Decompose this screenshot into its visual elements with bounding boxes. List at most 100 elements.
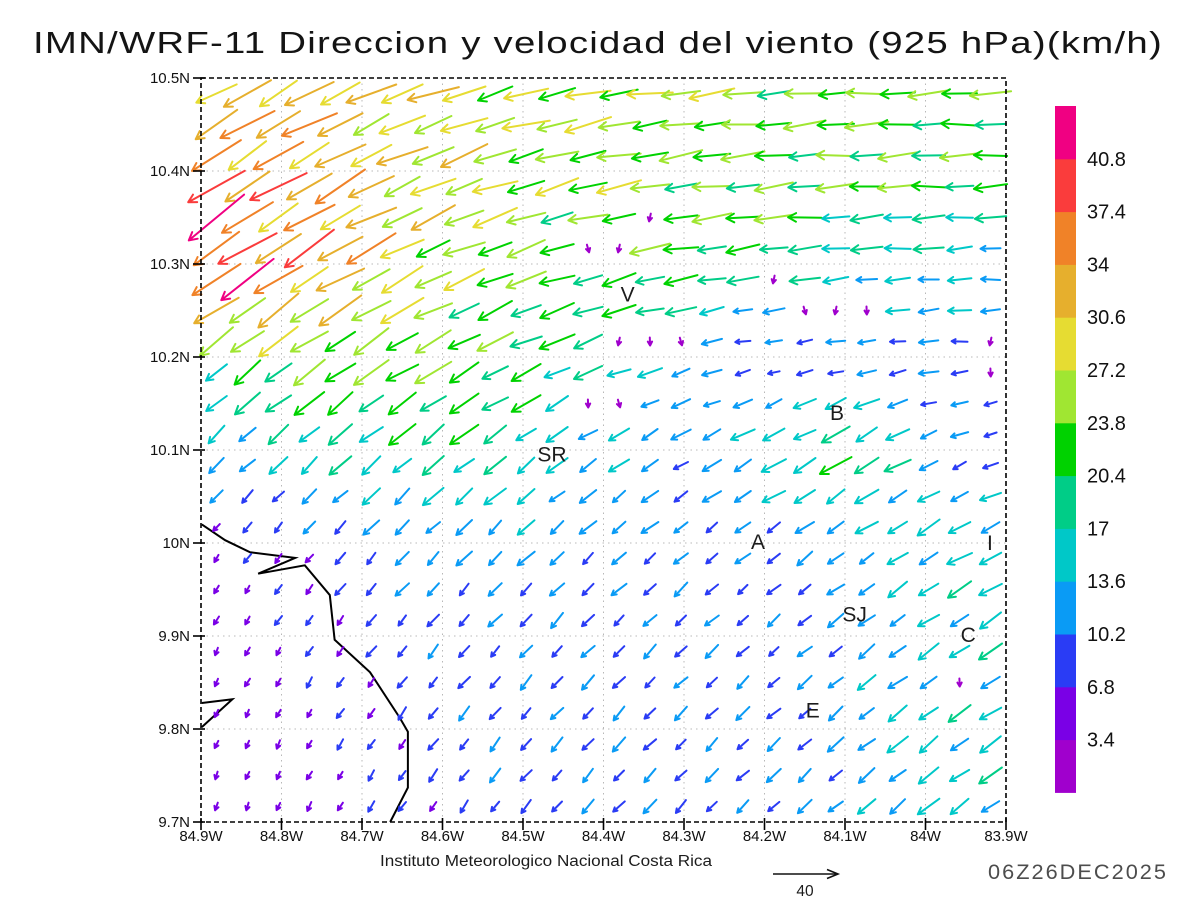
wind-arrow — [385, 363, 420, 382]
wind-arrow — [764, 338, 783, 346]
wind-arrow — [244, 708, 251, 719]
wind-arrow — [545, 395, 569, 412]
wind-arrow — [414, 270, 452, 289]
wind-arrow — [734, 338, 752, 345]
wind-arrow — [704, 614, 720, 627]
wind-arrow — [798, 583, 812, 596]
wind-arrow — [194, 108, 239, 141]
wind-arrow — [702, 400, 721, 408]
wind-arrow — [766, 552, 781, 565]
wind-arrow — [376, 146, 429, 167]
wind-arrow — [797, 738, 813, 751]
wind-arrow — [946, 275, 973, 285]
wind-arrow — [980, 307, 1001, 315]
wind-arrow — [213, 801, 220, 812]
wind-arrow — [796, 798, 813, 815]
wind-arrow — [539, 302, 575, 320]
wind-arrow — [611, 551, 627, 566]
wind-arrow — [319, 204, 361, 231]
wind-arrow — [388, 423, 417, 446]
wind-arrow — [701, 368, 723, 378]
wind-arrow — [448, 392, 480, 415]
wind-arrow — [692, 151, 732, 162]
wind-arrow — [630, 151, 669, 163]
colorbar-segment — [1055, 106, 1076, 160]
wind-arrow — [515, 427, 537, 442]
wind-arrow — [345, 83, 398, 105]
wind-arrow — [410, 204, 456, 231]
wind-arrow — [455, 487, 474, 506]
wind-arrow — [509, 335, 543, 350]
wind-arrow — [581, 674, 595, 691]
wind-arrow — [275, 677, 282, 688]
wind-arrow — [826, 520, 845, 535]
wind-arrow — [365, 614, 377, 627]
colorbar-segment — [1055, 475, 1076, 529]
wind-arrow — [697, 275, 727, 285]
wind-arrow — [519, 613, 533, 628]
colorbar-tick-label: 37.4 — [1087, 202, 1126, 224]
wind-arrow — [305, 770, 313, 781]
x-tick-label: 83.9W — [984, 828, 1028, 845]
colorbar: 3.4 6.8 10.2 13.6 17 20.4 23.8 27.2 30.6 34 37.4 40… — [1055, 106, 1126, 793]
wind-arrow — [634, 275, 666, 286]
wind-arrow — [673, 490, 689, 503]
wind-arrow — [304, 553, 315, 564]
wind-arrow — [720, 150, 766, 164]
wind-arrow — [551, 769, 563, 782]
wind-arrow — [283, 228, 335, 269]
wind-arrow — [672, 461, 689, 471]
wind-arrow — [736, 738, 750, 751]
wind-arrow — [305, 614, 314, 627]
wind-arrow — [275, 646, 282, 657]
wind-arrow — [822, 276, 850, 286]
grid-lines — [201, 78, 1006, 822]
wind-arrow — [887, 580, 908, 599]
wind-arrow — [824, 397, 847, 410]
wind-arrow — [983, 431, 998, 439]
wind-arrow — [217, 232, 278, 265]
wind-arrow — [453, 458, 475, 473]
wind-arrow — [663, 213, 699, 224]
wind-arrow — [889, 614, 906, 627]
wind-arrow — [320, 81, 361, 106]
wind-arrow — [298, 426, 321, 443]
wind-arrow — [421, 486, 445, 507]
y-tick-label: 10.5N — [150, 70, 190, 87]
wind-arrow — [572, 305, 604, 318]
wind-arrow — [883, 213, 913, 223]
coastline-path — [201, 697, 236, 728]
wind-arrow — [505, 270, 547, 290]
wind-arrow — [857, 738, 876, 751]
wind-arrow — [662, 243, 700, 255]
wind-arrow — [289, 141, 330, 170]
wind-arrow — [826, 552, 845, 565]
x-tick-label: 84.9W — [179, 828, 223, 845]
wind-arrow — [832, 305, 839, 316]
wind-arrow — [856, 798, 877, 815]
wind-arrow — [487, 613, 503, 628]
wind-arrow — [948, 768, 971, 783]
wind-arrow — [888, 645, 907, 658]
reference-arrow: 40 — [773, 868, 841, 900]
wind-arrow — [884, 306, 911, 316]
wind-arrow — [549, 706, 565, 721]
wind-arrow — [351, 300, 392, 322]
wind-arrow — [483, 424, 508, 445]
wind-arrow — [658, 149, 704, 165]
wind-arrow — [854, 488, 880, 505]
wind-arrow — [885, 428, 911, 442]
wind-arrow — [569, 149, 607, 164]
wind-arrow — [787, 212, 823, 223]
wind-arrow — [249, 172, 308, 202]
wind-arrow — [888, 489, 908, 504]
wind-arrow — [947, 704, 972, 723]
wind-arrow — [674, 645, 688, 658]
wind-arrow — [419, 395, 447, 412]
wind-arrow — [398, 739, 407, 750]
wind-arrow — [722, 88, 764, 100]
wind-arrow — [413, 302, 453, 320]
wind-arrow — [564, 116, 612, 135]
wind-arrow — [643, 552, 657, 565]
wind-arrow — [293, 358, 326, 387]
